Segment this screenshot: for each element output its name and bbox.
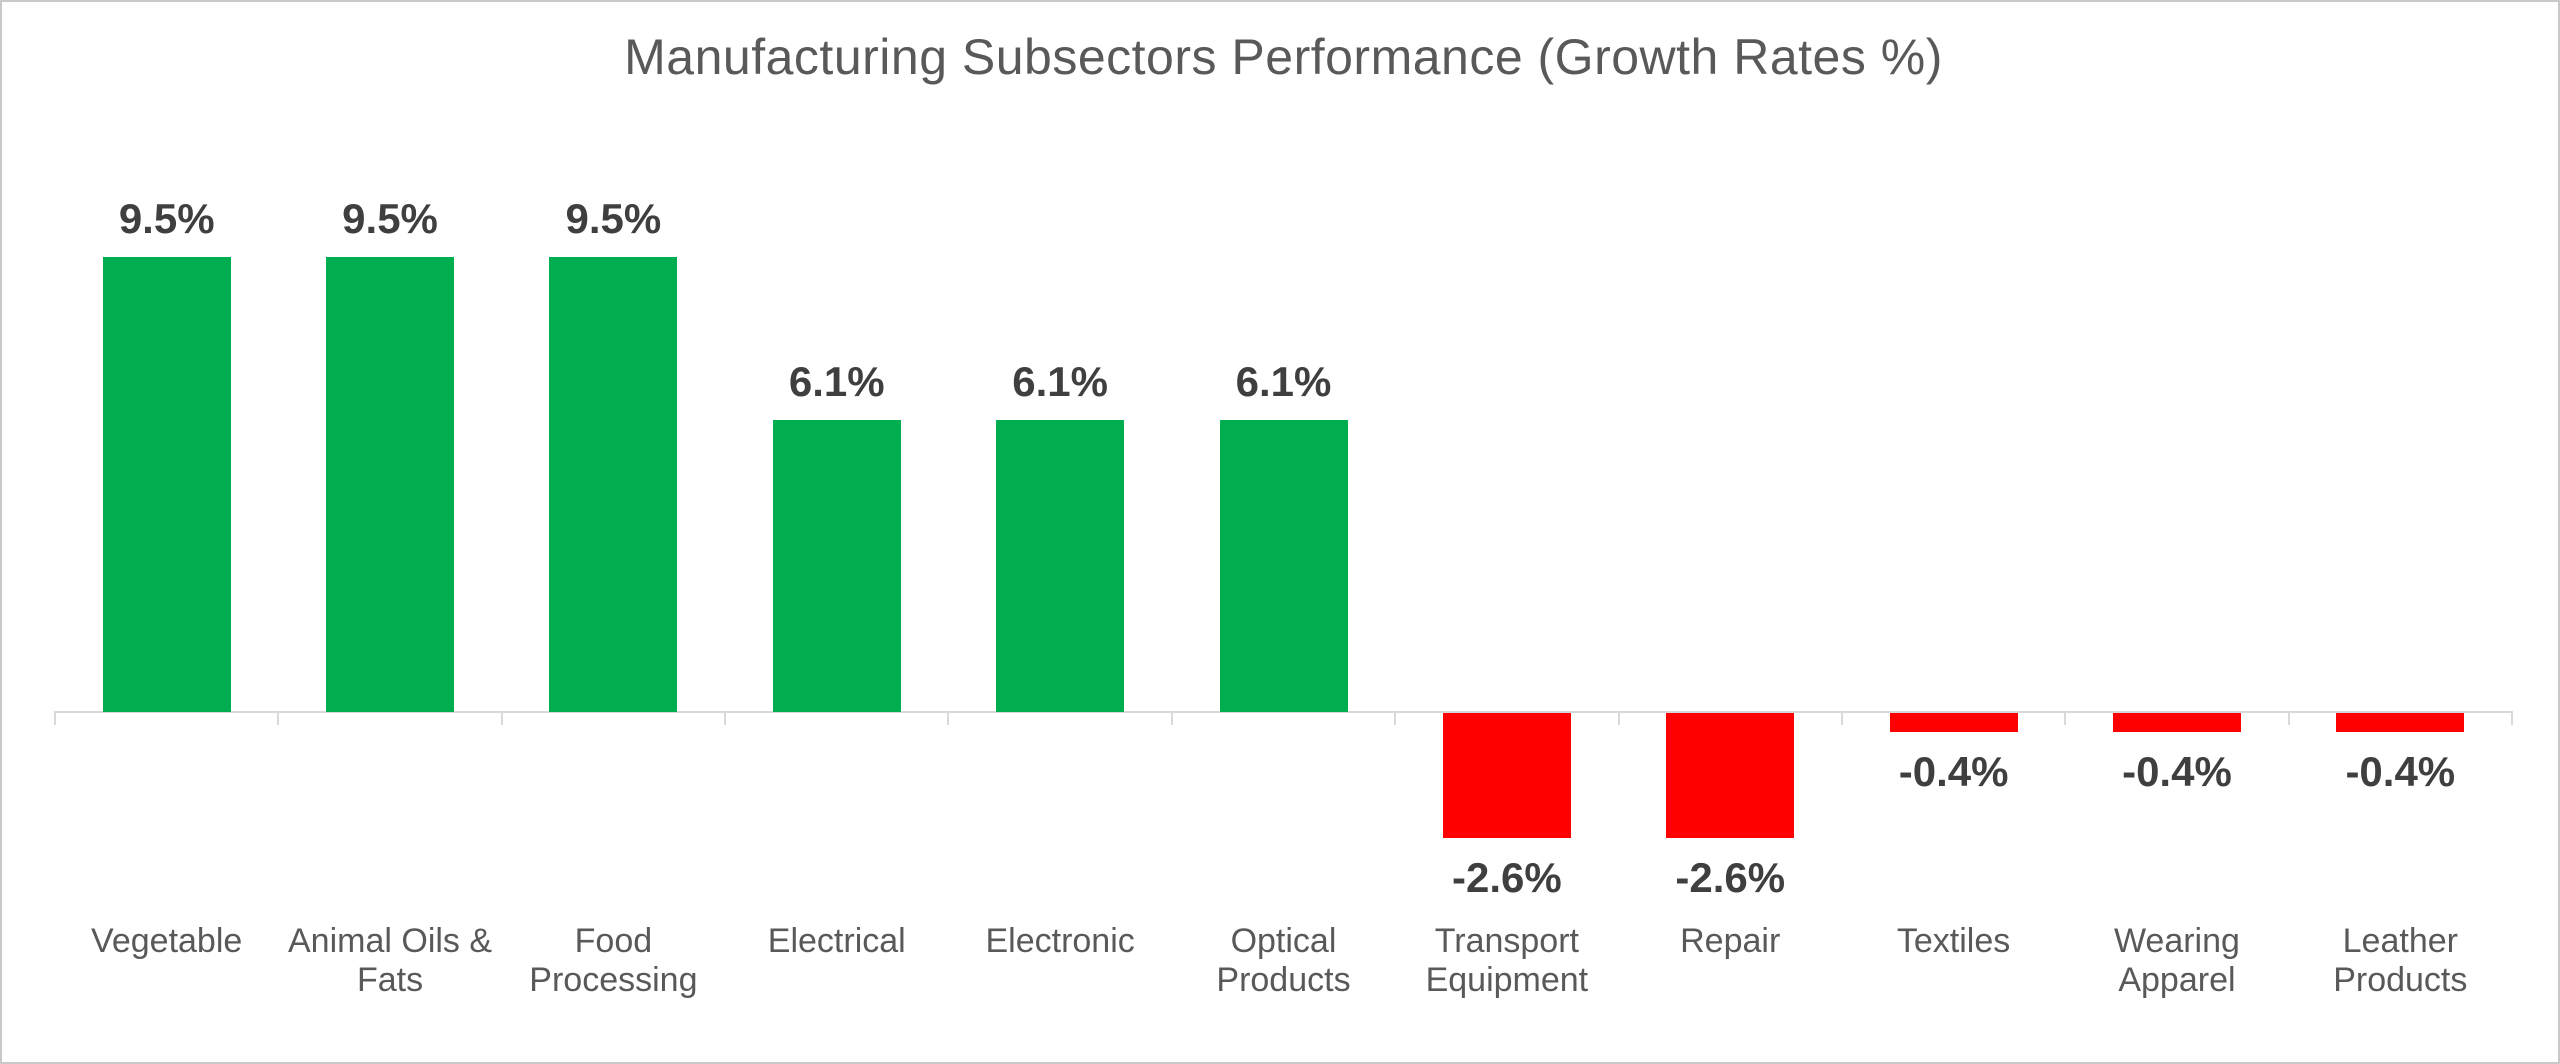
bar-transport-equipment xyxy=(1442,713,1571,838)
bar-vegetable xyxy=(102,256,231,712)
chart-title: Manufacturing Subsectors Performance (Gr… xyxy=(624,29,1943,85)
category-label-repair: Repair xyxy=(1680,922,1781,960)
value-label-food-processing: 9.5% xyxy=(565,194,662,242)
bar-electronic xyxy=(996,419,1125,712)
category-label-wearing-apparel: Wearing Apparel xyxy=(2113,922,2240,999)
category-label-electronic: Electronic xyxy=(985,922,1135,960)
axis-tick xyxy=(1617,711,1620,725)
bar-wearing-apparel xyxy=(2112,713,2241,733)
axis-tick xyxy=(2511,711,2513,725)
bar-repair xyxy=(1666,713,1795,838)
axis-tick xyxy=(2287,711,2290,725)
value-label-electronic: 6.1% xyxy=(1012,357,1108,405)
axis-tick xyxy=(1394,711,1397,725)
category-label-vegetable: Vegetable xyxy=(91,922,243,960)
value-label-vegetable: 9.5% xyxy=(118,194,215,242)
axis-tick xyxy=(54,711,56,725)
value-label-transport-equipment: -2.6% xyxy=(1451,853,1562,901)
axis-tick xyxy=(2064,711,2067,725)
bar-electrical xyxy=(772,419,901,712)
value-label-electrical: 6.1% xyxy=(788,357,885,405)
axis-tick xyxy=(500,711,503,725)
value-label-leather-products: -0.4% xyxy=(2345,748,2456,796)
axis-tick xyxy=(947,711,950,725)
bar-leather-products xyxy=(2336,713,2465,733)
category-label-food-processing: Food Processing xyxy=(529,922,698,999)
value-label-textiles: -0.4% xyxy=(1898,748,2009,796)
value-label-wearing-apparel: -0.4% xyxy=(2122,748,2232,796)
bar-textiles xyxy=(1889,713,2018,733)
axis-tick xyxy=(1170,711,1173,725)
value-label-optical-products: 6.1% xyxy=(1235,357,1332,405)
axis-tick xyxy=(724,711,727,725)
bar-optical-products xyxy=(1219,419,1348,712)
category-label-transport-equipment: Transport Equipment xyxy=(1425,922,1589,999)
category-label-leather-products: Leather Products xyxy=(2333,922,2468,999)
bar-animal-oils-fats xyxy=(326,256,455,712)
category-label-electrical: Electrical xyxy=(767,922,906,960)
bar-food-processing xyxy=(549,256,678,712)
category-label-optical-products: Optical Products xyxy=(1216,922,1351,999)
x-axis-line xyxy=(55,711,2512,713)
axis-tick xyxy=(1840,711,1843,725)
axis-tick xyxy=(277,711,280,725)
category-label-animal-oils-fats: Animal Oils & Fats xyxy=(288,922,493,999)
value-label-animal-oils-fats: 9.5% xyxy=(342,194,438,242)
value-label-repair: -2.6% xyxy=(1675,853,1786,901)
category-label-textiles: Textiles xyxy=(1896,922,2011,960)
